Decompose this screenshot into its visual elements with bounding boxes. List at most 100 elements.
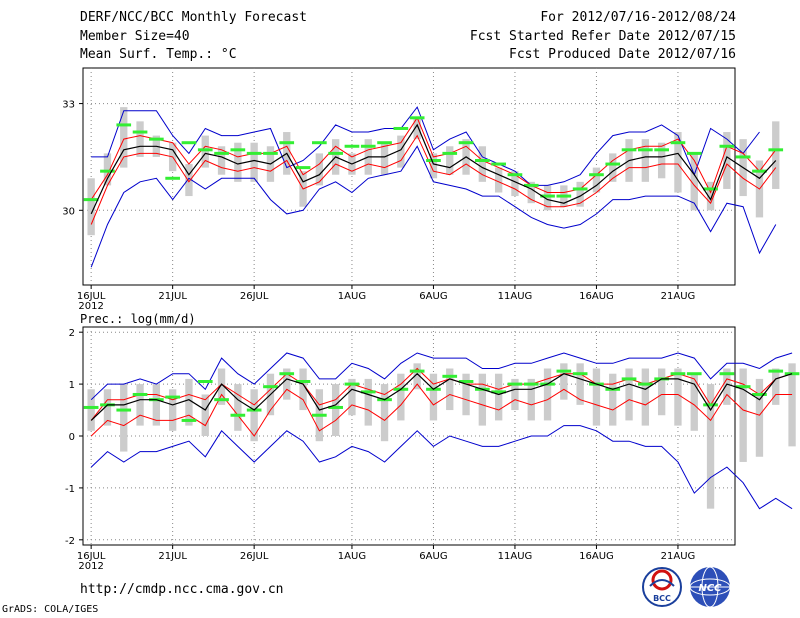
x-tick-label: 16AUG bbox=[579, 291, 614, 302]
member-box bbox=[103, 153, 112, 186]
y-tick-label: 2 bbox=[69, 328, 75, 339]
member-box bbox=[185, 378, 193, 426]
series-envelope-min bbox=[90, 425, 793, 510]
start-date: Fcst Started Refer Date 2012/07/15 bbox=[469, 29, 736, 44]
member-box bbox=[576, 363, 584, 405]
member-box bbox=[723, 132, 731, 189]
y-tick-label: 0 bbox=[69, 432, 75, 443]
member-box bbox=[201, 135, 209, 168]
member-box bbox=[87, 178, 95, 236]
member-box bbox=[413, 117, 421, 140]
member-box bbox=[592, 368, 601, 426]
member-box bbox=[201, 394, 209, 436]
member-box bbox=[185, 164, 193, 197]
ncc-logo: NCC bbox=[689, 566, 731, 608]
member-box bbox=[527, 181, 535, 204]
x-tick-label: 16JUL bbox=[77, 291, 106, 302]
source-url[interactable]: http://cmdp.ncc.cma.gov.cn bbox=[80, 582, 284, 597]
member-box bbox=[217, 368, 226, 405]
x-tick-label: 21JUL bbox=[158, 291, 187, 302]
member-box bbox=[413, 363, 421, 390]
member-box bbox=[446, 368, 454, 411]
member-box bbox=[250, 389, 258, 442]
bcc-logo-text: BCC bbox=[653, 594, 671, 603]
member-box bbox=[217, 146, 226, 175]
member-box bbox=[527, 378, 535, 421]
x-tick-label: 1AUG bbox=[338, 291, 366, 302]
produced-date: Fcst Produced Date 2012/07/16 bbox=[509, 47, 736, 62]
series-envelope-max bbox=[91, 106, 760, 186]
x-tick-label: 21AUG bbox=[661, 291, 696, 302]
member-box bbox=[543, 185, 552, 211]
member-box bbox=[706, 384, 715, 509]
member-box bbox=[641, 139, 650, 182]
member-box bbox=[478, 373, 487, 426]
member-box bbox=[429, 373, 438, 421]
x-tick-label: 11AUG bbox=[498, 551, 533, 562]
member-box bbox=[380, 142, 389, 175]
member-box bbox=[348, 378, 356, 416]
member-box bbox=[560, 363, 568, 400]
series-member-upper bbox=[90, 116, 777, 200]
member-box bbox=[657, 368, 666, 416]
x-tick-label: 26JUL bbox=[240, 291, 269, 302]
member-box bbox=[397, 135, 405, 168]
series-ensemble-mean bbox=[90, 123, 777, 215]
member-box bbox=[609, 153, 617, 182]
member-box bbox=[136, 121, 144, 157]
member-box bbox=[380, 384, 389, 442]
series-envelope-min bbox=[90, 145, 777, 268]
member-box bbox=[234, 142, 242, 182]
member-box bbox=[706, 181, 715, 211]
member-box bbox=[136, 384, 144, 426]
x-tick-label: 26JUL bbox=[240, 551, 269, 562]
ncc-logo-text: NCC bbox=[698, 583, 722, 594]
bcc-logo: BCC bbox=[642, 567, 682, 607]
member-box bbox=[657, 142, 666, 179]
x-tick-label: 16AUG bbox=[579, 551, 614, 562]
member-box bbox=[120, 107, 128, 168]
x-tick-year: 2012 bbox=[78, 301, 103, 312]
plot-frame bbox=[82, 67, 736, 286]
forecast-period: For 2012/07/16-2012/08/24 bbox=[540, 10, 736, 25]
x-tick-label: 6AUG bbox=[419, 551, 447, 562]
y-tick-label: -1 bbox=[65, 484, 75, 495]
member-box bbox=[168, 389, 177, 431]
member-box bbox=[511, 378, 519, 411]
member-box bbox=[641, 368, 650, 426]
member-box bbox=[755, 378, 764, 457]
x-tick-label: 1AUG bbox=[338, 551, 366, 562]
member-box bbox=[103, 389, 112, 426]
member-box bbox=[723, 368, 731, 405]
member-box bbox=[397, 373, 405, 421]
member-box bbox=[250, 142, 258, 182]
member-box bbox=[494, 167, 503, 193]
member-box bbox=[625, 368, 633, 421]
member-box bbox=[364, 378, 372, 426]
member-box bbox=[592, 167, 601, 193]
series-member-lower bbox=[90, 134, 777, 225]
member-box bbox=[152, 384, 161, 426]
series-member-lower bbox=[90, 383, 793, 437]
member-box bbox=[772, 368, 780, 405]
member-box bbox=[478, 146, 487, 182]
member-box bbox=[788, 363, 796, 447]
member-box bbox=[511, 171, 519, 197]
y-tick-label: 33 bbox=[62, 100, 75, 111]
x-tick-label: 21JUL bbox=[158, 551, 187, 562]
x-tick-label: 21AUG bbox=[661, 551, 696, 562]
x-tick-year: 2012 bbox=[78, 561, 103, 572]
member-box bbox=[576, 181, 584, 207]
variable-label: Mean Surf. Temp.: °C bbox=[80, 47, 237, 62]
member-box bbox=[690, 373, 698, 431]
member-box bbox=[494, 373, 503, 421]
y-tick-label: 30 bbox=[62, 206, 75, 217]
series-ensemble-mean bbox=[90, 372, 793, 421]
member-box bbox=[739, 368, 747, 462]
y-tick-label: -2 bbox=[65, 536, 75, 547]
member-box bbox=[87, 389, 95, 431]
plot-frame bbox=[82, 326, 736, 546]
